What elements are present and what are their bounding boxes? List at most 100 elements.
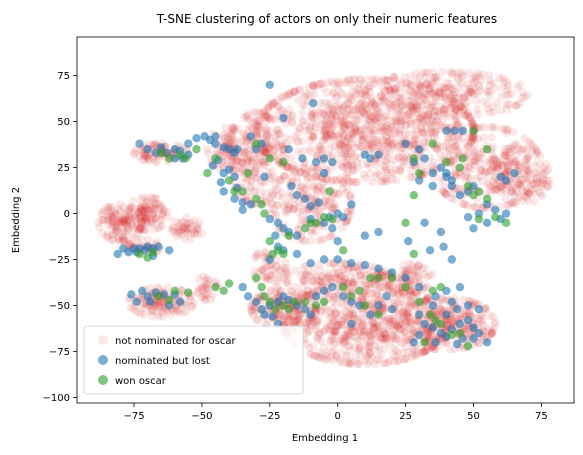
scatter-point-not-nominated (418, 128, 427, 137)
scatter-point-not-nominated (410, 135, 419, 144)
scatter-point-not-nominated (391, 102, 400, 111)
scatter-point-not-nominated (311, 119, 320, 129)
scatter-point-not-nominated (468, 202, 478, 211)
scatter-point-not-nominated (408, 107, 417, 117)
scatter-point-not-nominated (533, 173, 542, 183)
scatter-point-not-nominated (288, 172, 297, 181)
scatter-point-not-nominated (305, 147, 314, 156)
scatter-point-not-nominated (381, 315, 390, 325)
scatter-point-not-nominated (377, 143, 386, 152)
scatter-point-not-nominated (375, 127, 385, 136)
scatter-point-not-nominated (354, 142, 364, 151)
scatter-point-not-nominated (387, 169, 396, 178)
scatter-point-not-nominated (490, 155, 500, 164)
scatter-point-nominated (233, 145, 242, 154)
scatter-point-won (181, 154, 190, 163)
scatter-point-not-nominated (448, 84, 457, 94)
scatter-point-not-nominated (449, 156, 458, 165)
scatter-point-not-nominated (326, 130, 335, 139)
scatter-point-not-nominated (364, 115, 374, 124)
scatter-point-not-nominated (300, 121, 309, 130)
scatter-point-not-nominated (366, 81, 376, 90)
y-axis-label: Embedding 2 (11, 187, 22, 253)
scatter-point-not-nominated (343, 150, 353, 159)
scatter-point-not-nominated (425, 117, 435, 127)
scatter-point-not-nominated (387, 106, 396, 115)
scatter-point-not-nominated (520, 192, 530, 201)
scatter-point-nominated (420, 319, 429, 329)
scatter-point-not-nominated (519, 186, 528, 196)
scatter-point-not-nominated (394, 93, 404, 102)
scatter-point-not-nominated (431, 127, 440, 137)
scatter-point-not-nominated (424, 110, 433, 119)
scatter-point-not-nominated (450, 107, 459, 116)
scatter-point-not-nominated (366, 123, 375, 133)
scatter-point-nominated (165, 246, 174, 255)
scatter-point-not-nominated (474, 72, 484, 81)
scatter-point-not-nominated (358, 89, 367, 98)
scatter-point-not-nominated (405, 101, 415, 110)
scatter-point-not-nominated (502, 104, 512, 114)
scatter-point-nominated (415, 282, 424, 292)
scatter-point-not-nominated (353, 139, 363, 149)
scatter-point-not-nominated (352, 177, 361, 187)
scatter-point-not-nominated (485, 108, 494, 117)
scatter-point-not-nominated (273, 102, 283, 112)
scatter-point-not-nominated (444, 135, 454, 144)
scatter-point-nominated (374, 301, 383, 310)
scatter-point-not-nominated (421, 142, 430, 151)
scatter-point-not-nominated (309, 132, 318, 141)
scatter-point-not-nominated (321, 118, 331, 128)
scatter-point-won (436, 282, 446, 292)
scatter-point-not-nominated (352, 127, 361, 137)
scatter-point-not-nominated (417, 116, 426, 125)
scatter-point-not-nominated (322, 129, 332, 139)
scatter-point-nominated (428, 301, 437, 310)
scatter-point-not-nominated (507, 89, 516, 99)
scatter-point-not-nominated (320, 120, 330, 130)
scatter-point-not-nominated (411, 131, 420, 140)
scatter-point-not-nominated (313, 146, 322, 156)
scatter-point-not-nominated (366, 96, 376, 105)
scatter-point-not-nominated (406, 100, 415, 110)
scatter-point-not-nominated (524, 189, 534, 198)
scatter-point-not-nominated (273, 129, 282, 138)
scatter-point-not-nominated (352, 177, 361, 187)
scatter-point-not-nominated (296, 168, 306, 177)
scatter-point-not-nominated (387, 129, 396, 139)
scatter-point-not-nominated (359, 134, 369, 143)
scatter-point-not-nominated (440, 109, 449, 118)
scatter-point-not-nominated (382, 324, 392, 333)
scatter-point-not-nominated (375, 142, 384, 151)
scatter-point-not-nominated (300, 169, 309, 178)
scatter-point-not-nominated (371, 116, 380, 125)
scatter-point-not-nominated (334, 84, 343, 93)
scatter-point-not-nominated (414, 90, 423, 100)
scatter-point-not-nominated (381, 283, 390, 293)
scatter-point-not-nominated (372, 118, 381, 127)
scatter-point-not-nominated (415, 96, 425, 106)
scatter-point-not-nominated (179, 308, 188, 317)
scatter-point-not-nominated (389, 72, 398, 82)
scatter-point-not-nominated (309, 135, 318, 144)
scatter-point-not-nominated (342, 170, 351, 179)
scatter-point-not-nominated (401, 84, 411, 93)
scatter-point-not-nominated (341, 111, 351, 121)
scatter-point-not-nominated (317, 79, 326, 88)
scatter-point-won (184, 288, 193, 297)
scatter-point-not-nominated (387, 95, 396, 104)
scatter-point-won (238, 187, 247, 196)
scatter-point-not-nominated (387, 174, 397, 184)
scatter-point-not-nominated (372, 114, 381, 123)
scatter-point-not-nominated (489, 180, 499, 189)
scatter-point-not-nominated (457, 94, 467, 104)
scatter-point-not-nominated (370, 119, 379, 128)
scatter-point-not-nominated (386, 87, 395, 96)
scatter-point-not-nominated (405, 107, 415, 116)
scatter-point-won (360, 301, 370, 310)
scatter-point-not-nominated (397, 119, 406, 128)
scatter-point-not-nominated (452, 146, 462, 155)
scatter-point-not-nominated (384, 139, 393, 148)
scatter-point-not-nominated (469, 78, 478, 88)
scatter-point-not-nominated (339, 131, 348, 140)
